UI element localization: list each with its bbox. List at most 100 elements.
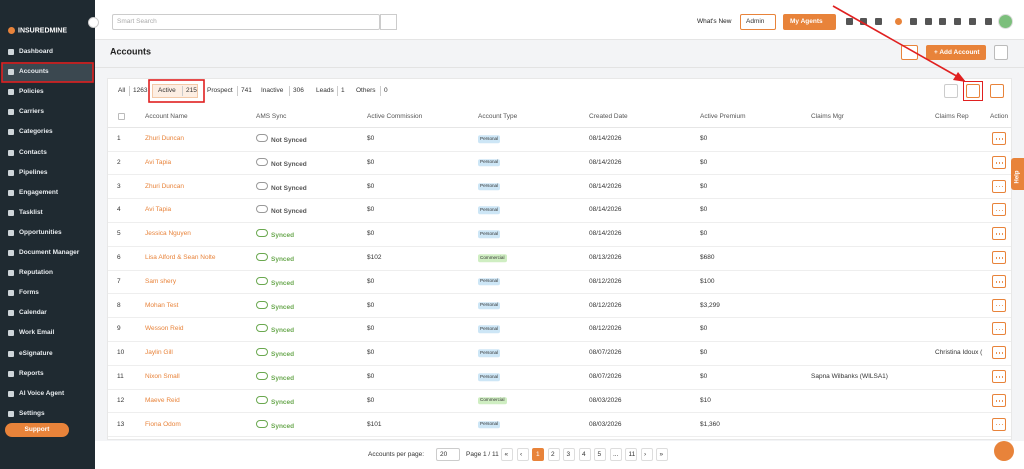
- tab-label[interactable]: Inactive: [261, 86, 284, 94]
- account-name[interactable]: Maeve Reid: [145, 396, 180, 404]
- top-icon[interactable]: [860, 18, 867, 25]
- more-button[interactable]: [994, 45, 1008, 60]
- sidebar-item[interactable]: Settings: [19, 409, 45, 417]
- per-page-select[interactable]: [436, 448, 460, 461]
- sidebar-item[interactable]: Calendar: [19, 309, 47, 317]
- page-button[interactable]: [640, 448, 653, 461]
- account-name[interactable]: Lisa Alford & Sean Nolte: [145, 253, 216, 261]
- top-icon[interactable]: [985, 18, 992, 25]
- sidebar-item[interactable]: Engagement: [19, 188, 59, 196]
- search-input[interactable]: [112, 14, 380, 30]
- account-name[interactable]: Sam shery: [145, 277, 177, 285]
- sync-icon: [256, 324, 268, 333]
- sidebar-item[interactable]: Opportunities: [19, 228, 62, 236]
- sidebar-item[interactable]: Reports: [19, 369, 44, 377]
- sync-icon: [256, 134, 268, 142]
- tab-label[interactable]: Prospect: [207, 86, 233, 94]
- action-dot: [1001, 328, 1004, 331]
- action-dot: [1001, 304, 1004, 307]
- support-button[interactable]: Support: [5, 423, 69, 437]
- sidebar-item[interactable]: Work Email: [19, 329, 55, 337]
- premium: $0: [700, 229, 708, 237]
- top-icon[interactable]: [910, 18, 917, 25]
- premium: $0: [700, 158, 708, 166]
- sidebar-icon: [8, 229, 14, 236]
- sidebar-item[interactable]: AI Voice Agent: [19, 389, 65, 397]
- row-line: [108, 293, 1011, 295]
- account-name[interactable]: Avi Tapia: [145, 206, 172, 214]
- premium: $0: [700, 325, 708, 333]
- top-icon[interactable]: [954, 18, 961, 25]
- top-icon[interactable]: [895, 18, 902, 25]
- page-button[interactable]: [501, 448, 513, 461]
- sidebar-item[interactable]: Categories: [19, 128, 53, 136]
- tab-separator: [289, 86, 290, 96]
- header-divider: [95, 67, 1024, 68]
- action-dot: [998, 138, 1001, 140]
- sidebar-item[interactable]: Pipelines: [19, 168, 48, 176]
- account-name[interactable]: Zhuri Duncan: [145, 182, 185, 190]
- top-icon[interactable]: [969, 18, 976, 25]
- sidebar-icon: [8, 330, 14, 337]
- sidebar-item[interactable]: Reputation: [19, 268, 53, 276]
- header-checkbox[interactable]: [118, 113, 125, 120]
- account-name[interactable]: Jessica Nguyen: [145, 229, 191, 237]
- agents-button[interactable]: [783, 14, 836, 30]
- page-button[interactable]: [578, 448, 591, 461]
- avatar[interactable]: [998, 14, 1013, 29]
- page-button[interactable]: [532, 448, 544, 461]
- page-button[interactable]: [516, 448, 529, 461]
- collapse-button[interactable]: [88, 17, 99, 28]
- role-select[interactable]: [740, 14, 776, 30]
- search-button[interactable]: [380, 14, 397, 30]
- account-name[interactable]: Zhuri Duncan: [145, 134, 185, 142]
- sync-icon: [256, 253, 268, 261]
- sidebar-item[interactable]: Policies: [19, 87, 44, 95]
- tab-label[interactable]: Active: [158, 86, 176, 94]
- premium: $3,299: [700, 301, 720, 309]
- page-button[interactable]: [609, 448, 622, 461]
- page-button[interactable]: [625, 448, 637, 461]
- account-name[interactable]: Wesson Reid: [145, 325, 184, 333]
- sidebar-item[interactable]: Contacts: [19, 148, 47, 156]
- account-name[interactable]: Fiona Odom: [145, 420, 181, 428]
- premium: $1,360: [700, 420, 720, 428]
- toolbar-button[interactable]: [990, 84, 1004, 98]
- help-tab[interactable]: [1011, 158, 1024, 190]
- page-button[interactable]: [563, 448, 575, 461]
- sidebar-item[interactable]: Carriers: [19, 108, 44, 116]
- account-name[interactable]: Jaylin Gill: [145, 348, 173, 356]
- header-button[interactable]: [901, 45, 918, 60]
- account-name[interactable]: Nixon Small: [145, 372, 180, 380]
- sidebar-item[interactable]: Dashboard: [19, 47, 53, 55]
- sidebar-item[interactable]: Forms: [19, 288, 39, 296]
- row-line: [108, 317, 1011, 319]
- chat-button[interactable]: [994, 441, 1014, 461]
- sidebar-icon: [8, 209, 14, 216]
- page-button[interactable]: [656, 448, 668, 461]
- page-button[interactable]: [547, 448, 560, 461]
- top-icon[interactable]: [846, 18, 853, 25]
- top-icon[interactable]: [939, 18, 946, 25]
- sidebar-item[interactable]: eSignature: [19, 349, 53, 357]
- tab-label[interactable]: Others: [356, 86, 376, 94]
- account-name[interactable]: Mohan Test: [145, 301, 179, 309]
- toolbar-button[interactable]: [944, 84, 958, 98]
- sidebar-item[interactable]: Document Manager: [19, 248, 80, 256]
- action-dot: [998, 328, 1001, 331]
- tab-label[interactable]: All: [118, 86, 126, 94]
- created-date: 08/07/2026: [589, 372, 622, 380]
- help: Help: [1014, 170, 1021, 184]
- tab-label[interactable]: Leads: [316, 86, 334, 94]
- page-link: 4: [582, 450, 586, 458]
- account-name[interactable]: Avi Tapia: [145, 158, 172, 166]
- sidebar-item[interactable]: Tasklist: [19, 208, 43, 216]
- sidebar-item[interactable]: Accounts: [19, 67, 49, 75]
- action-dot: [998, 257, 1001, 259]
- toolbar-button[interactable]: [966, 84, 980, 98]
- top-icon[interactable]: [875, 18, 882, 25]
- page-button[interactable]: [594, 448, 606, 461]
- top-icon[interactable]: [925, 18, 932, 25]
- whats-new[interactable]: What's New: [697, 17, 732, 25]
